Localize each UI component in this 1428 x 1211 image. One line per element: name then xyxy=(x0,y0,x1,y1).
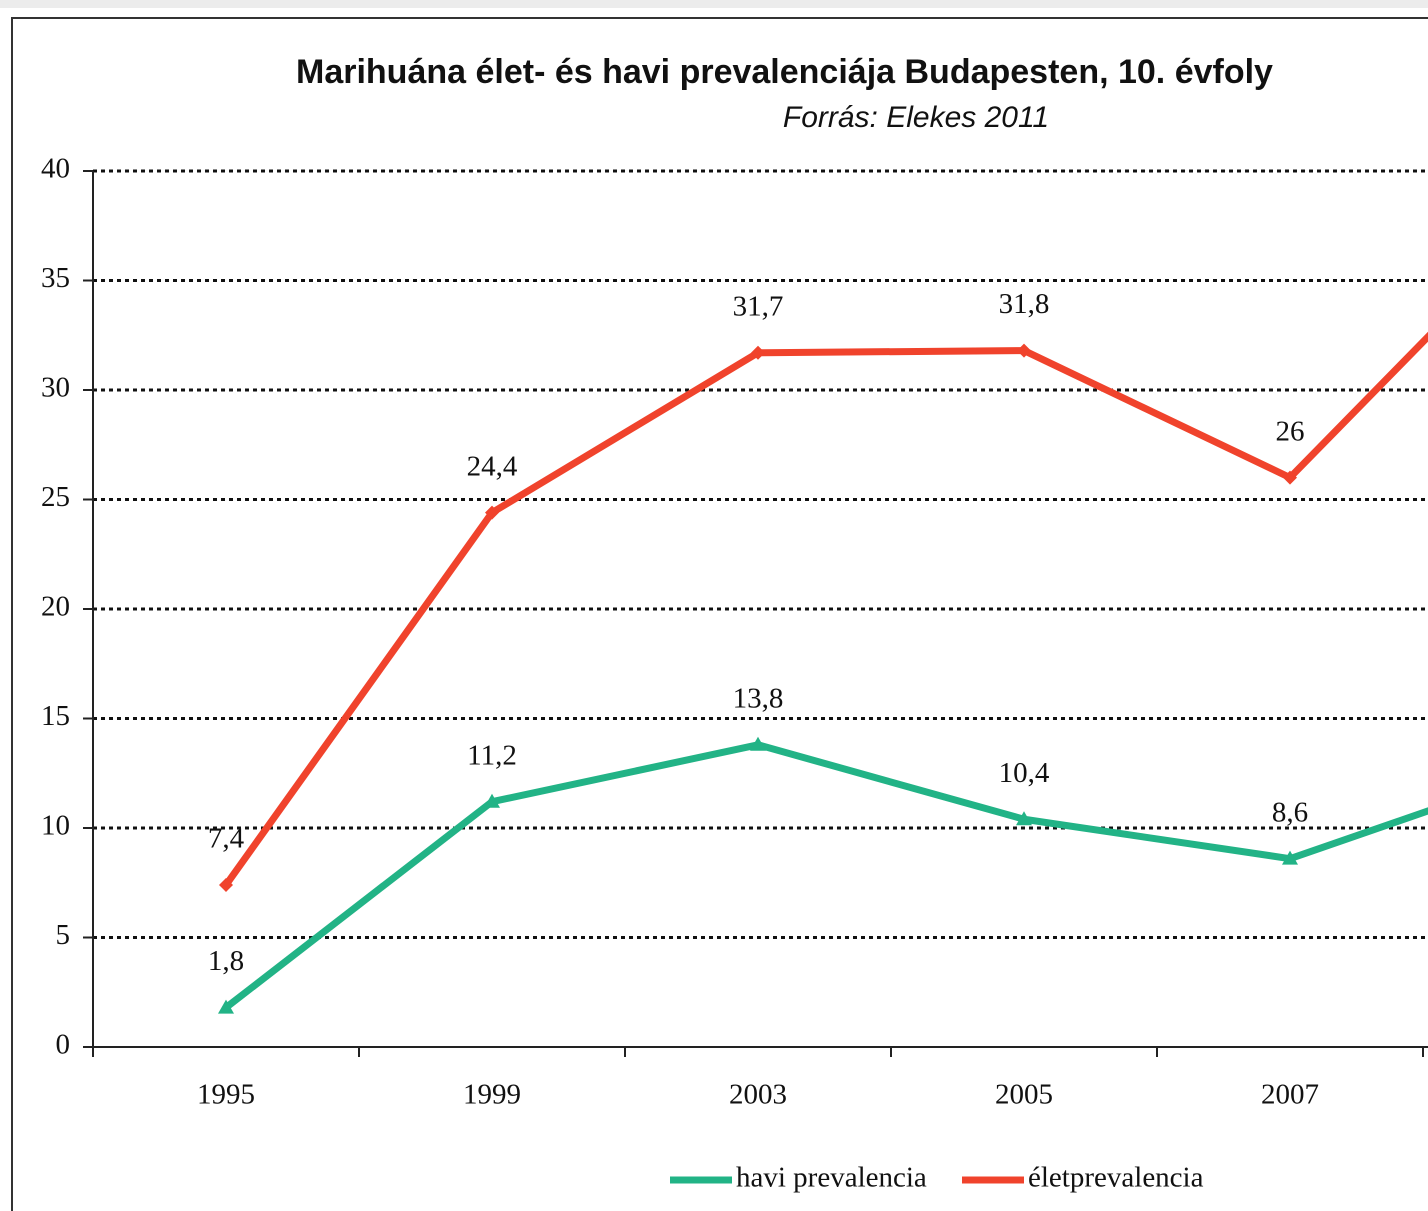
x-tick-label: 1995 xyxy=(197,1079,255,1111)
frame xyxy=(11,17,1428,1211)
y-tick-label: 0 xyxy=(56,1029,71,1061)
y-tick-label: 15 xyxy=(41,700,70,732)
data-label: 31,7 xyxy=(733,290,784,322)
marker xyxy=(1017,343,1031,358)
data-label: 26 xyxy=(1276,415,1305,447)
marker xyxy=(1016,811,1032,826)
data-label: 31,8 xyxy=(999,288,1050,320)
data-label: 10,4 xyxy=(999,757,1050,789)
legend-label: életprevalencia xyxy=(1028,1162,1204,1194)
data-label: 11,2 xyxy=(467,739,517,771)
series-line xyxy=(223,331,1428,887)
y-tick-label: 20 xyxy=(41,591,70,623)
y-tick-label: 40 xyxy=(41,153,70,185)
x-tick-label: 2003 xyxy=(729,1079,787,1111)
chart-title: Marihuána élet- és havi prevalenciája Bu… xyxy=(296,53,1273,91)
x-tick-label: 1999 xyxy=(463,1079,521,1111)
marker xyxy=(1283,470,1297,485)
data-label: 8,6 xyxy=(1272,796,1308,828)
y-tick-label: 5 xyxy=(56,919,71,951)
data-label: 24,4 xyxy=(467,450,518,482)
data-label: 13,8 xyxy=(733,682,784,714)
marker xyxy=(751,345,765,360)
chart-subtitle: Forrás: Elekes 2011 xyxy=(783,101,1049,134)
x-tick-label: 2005 xyxy=(995,1079,1053,1111)
marker xyxy=(485,505,499,520)
marker xyxy=(484,793,500,808)
marker xyxy=(218,999,234,1014)
marker xyxy=(219,877,233,892)
top-strip xyxy=(0,0,1428,8)
y-tick-label: 35 xyxy=(41,262,70,294)
data-label: 7,4 xyxy=(208,823,245,855)
legend-label: havi prevalencia xyxy=(736,1162,927,1194)
x-tick-label: 2007 xyxy=(1261,1079,1319,1111)
y-tick-label: 10 xyxy=(41,810,70,842)
marker xyxy=(750,736,766,751)
marker xyxy=(1282,850,1298,865)
y-tick-label: 25 xyxy=(41,481,70,513)
series-line xyxy=(223,741,1428,1011)
y-tick-label: 30 xyxy=(41,372,70,404)
data-label: 1,8 xyxy=(208,945,244,977)
